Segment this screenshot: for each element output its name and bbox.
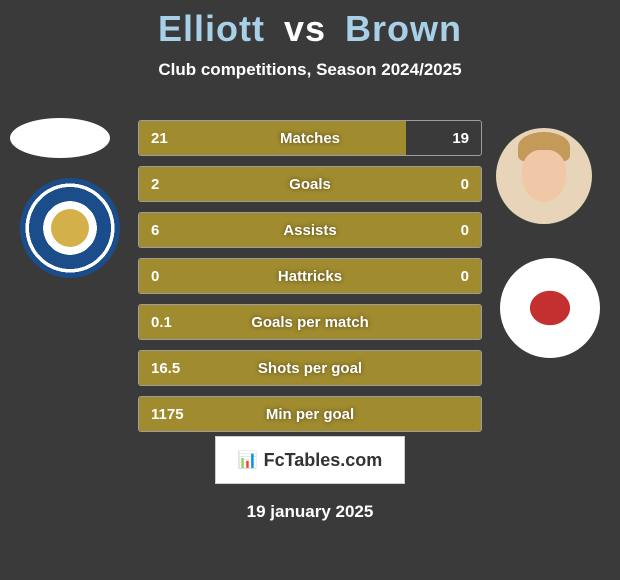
- stat-label: Min per goal: [139, 406, 481, 423]
- stat-label: Hattricks: [139, 268, 481, 285]
- stat-row-min-per-goal: 1175 Min per goal: [138, 396, 482, 432]
- player-right-photo: [496, 128, 592, 224]
- stat-right-value: 0: [461, 222, 469, 239]
- stat-row-goals: 2 Goals 0: [138, 166, 482, 202]
- vs-separator: vs: [284, 8, 326, 49]
- brand-text: FcTables.com: [264, 450, 383, 471]
- footer-date: 19 january 2025: [0, 502, 620, 522]
- stat-row-shots-per-goal: 16.5 Shots per goal: [138, 350, 482, 386]
- stat-label: Goals per match: [139, 314, 481, 331]
- club-left-badge: [20, 178, 120, 278]
- chart-icon: 📊: [238, 450, 258, 470]
- club-right-badge: [500, 258, 600, 358]
- stat-right-value: 19: [452, 130, 469, 147]
- stat-label: Assists: [139, 222, 481, 239]
- stat-label: Goals: [139, 176, 481, 193]
- stat-right-value: 0: [461, 268, 469, 285]
- stat-label: Matches: [139, 130, 481, 147]
- brand-badge: 📊 FcTables.com: [215, 436, 405, 484]
- stats-container: 21 Matches 19 2 Goals 0 6 Assists 0 0 Ha…: [138, 120, 482, 442]
- stat-row-goals-per-match: 0.1 Goals per match: [138, 304, 482, 340]
- comparison-title: Elliott vs Brown: [0, 0, 620, 50]
- player-right-name: Brown: [345, 8, 462, 49]
- player-left-photo: [10, 118, 110, 158]
- stat-row-hattricks: 0 Hattricks 0: [138, 258, 482, 294]
- season-subtitle: Club competitions, Season 2024/2025: [0, 60, 620, 80]
- stat-row-matches: 21 Matches 19: [138, 120, 482, 156]
- player-left-name: Elliott: [158, 8, 265, 49]
- stat-label: Shots per goal: [139, 360, 481, 377]
- stat-row-assists: 6 Assists 0: [138, 212, 482, 248]
- stat-right-value: 0: [461, 176, 469, 193]
